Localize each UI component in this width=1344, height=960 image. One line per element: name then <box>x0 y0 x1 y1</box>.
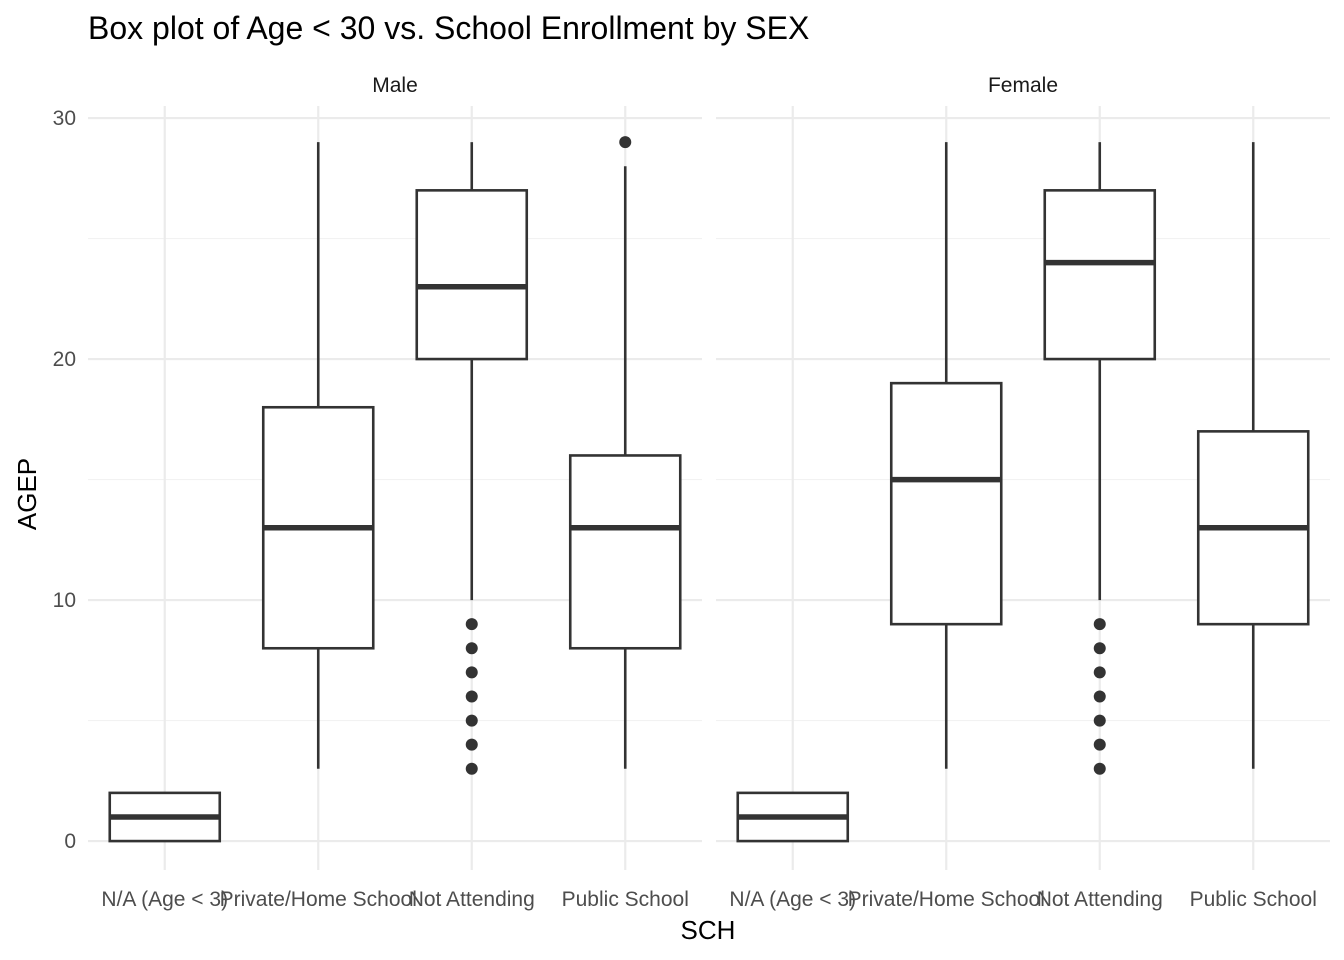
outlier-point <box>465 618 478 631</box>
outlier-point <box>1093 666 1106 679</box>
y-tick-label: 20 <box>53 348 76 371</box>
box-iqr <box>415 189 529 361</box>
x-tick-label: N/A (Age < 3) <box>729 888 856 911</box>
box-not-attending <box>415 142 529 775</box>
box-private-home-school <box>889 142 1003 769</box>
x-tick-label: N/A (Age < 3) <box>101 888 228 911</box>
box-n-a-age-3 <box>108 791 222 843</box>
outlier-point <box>465 642 478 655</box>
x-tick-label: Public School <box>562 888 689 911</box>
box-public-school <box>568 136 682 769</box>
outlier-point <box>1093 738 1106 751</box>
box-n-a-age-3 <box>736 791 850 843</box>
facet-label: Female <box>988 74 1058 97</box>
outlier-point <box>465 762 478 775</box>
outlier-point <box>465 666 478 679</box>
chart-title: Box plot of Age < 30 vs. School Enrollme… <box>88 10 809 46</box>
x-tick-label: Public School <box>1190 888 1317 911</box>
outlier-point <box>1093 714 1106 727</box>
facet-panel-female: Female N/A (Age < 3)Private/Home SchoolNo… <box>716 74 1330 911</box>
box-iqr <box>889 381 1003 626</box>
box-iqr <box>568 454 682 650</box>
x-tick-label: Private/Home School <box>848 888 1045 911</box>
y-tick-label: 30 <box>53 107 76 130</box>
x-tick-label: Private/Home School <box>220 888 417 911</box>
y-tick-label: 10 <box>53 589 76 612</box>
outlier-point <box>1093 762 1106 775</box>
box-public-school <box>1196 142 1310 769</box>
box-iqr <box>1043 189 1157 361</box>
outlier-point <box>1093 618 1106 631</box>
outlier-point <box>465 690 478 703</box>
x-axis-title: SCH <box>681 915 736 945</box>
outlier-point <box>1093 690 1106 703</box>
x-tick-label: Not Attending <box>1037 888 1163 911</box>
x-tick-label: Not Attending <box>409 888 535 911</box>
y-axis-title: AGEP <box>12 458 42 530</box>
facet-label: Male <box>372 74 418 97</box>
outlier-point <box>465 738 478 751</box>
outlier-point <box>619 136 632 149</box>
facet-panel-male: Male 0 10 20 30 N/A (Age < 3)Private/Home Sch… <box>53 74 702 911</box>
box-private-home-school <box>261 142 375 769</box>
y-tick-label: 0 <box>64 830 76 853</box>
outlier-point <box>1093 642 1106 655</box>
outlier-point <box>465 714 478 727</box>
box-not-attending <box>1043 142 1157 775</box>
